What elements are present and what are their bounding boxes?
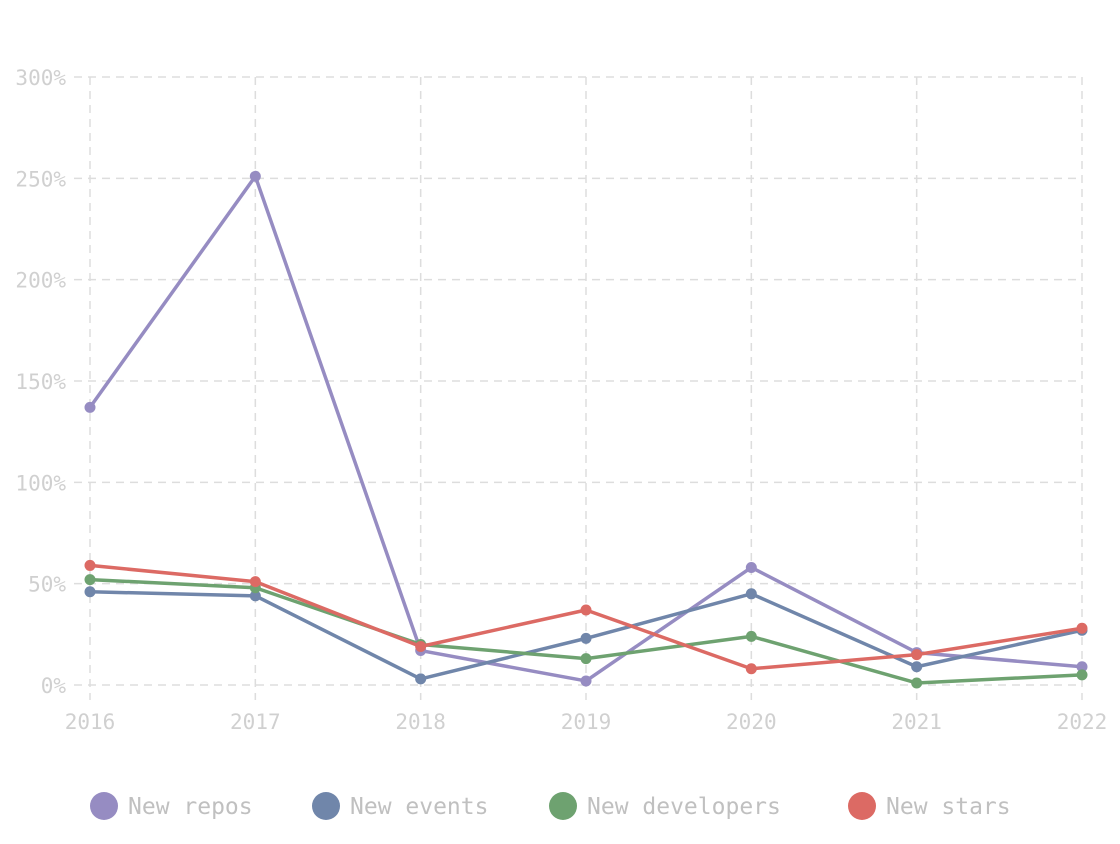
legend-label: New events bbox=[350, 794, 488, 820]
data-point[interactable] bbox=[415, 640, 427, 652]
data-point[interactable] bbox=[415, 673, 427, 685]
data-point[interactable] bbox=[580, 632, 592, 644]
legend-swatch bbox=[312, 792, 340, 820]
data-point[interactable] bbox=[745, 663, 757, 675]
legend-item[interactable]: New repos bbox=[90, 792, 253, 820]
data-point[interactable] bbox=[580, 604, 592, 616]
data-point[interactable] bbox=[1076, 622, 1088, 634]
legend-item[interactable]: New developers bbox=[549, 792, 781, 820]
legend-swatch bbox=[549, 792, 577, 820]
legend-label: New stars bbox=[886, 794, 1011, 820]
data-point[interactable] bbox=[84, 559, 96, 571]
x-tick-label: 2017 bbox=[230, 710, 281, 734]
y-tick-label: 50% bbox=[28, 573, 66, 597]
x-tick-label: 2019 bbox=[561, 710, 612, 734]
data-point[interactable] bbox=[1076, 669, 1088, 681]
x-tick-label: 2018 bbox=[395, 710, 446, 734]
legend-swatch bbox=[90, 792, 118, 820]
x-tick-label: 2016 bbox=[65, 710, 116, 734]
legend: New repos New events New developers New sta… bbox=[90, 792, 1011, 820]
data-point[interactable] bbox=[84, 401, 96, 413]
x-tick-label: 2020 bbox=[726, 710, 777, 734]
legend-swatch bbox=[848, 792, 876, 820]
data-point[interactable] bbox=[249, 590, 261, 602]
series-new-stars bbox=[84, 559, 1088, 675]
series-lines bbox=[84, 170, 1088, 689]
data-point[interactable] bbox=[580, 653, 592, 665]
data-point[interactable] bbox=[745, 588, 757, 600]
y-tick-label: 100% bbox=[15, 471, 66, 495]
y-tick-label: 250% bbox=[15, 167, 66, 191]
data-point[interactable] bbox=[580, 675, 592, 687]
grid bbox=[74, 76, 1083, 700]
data-point[interactable] bbox=[911, 649, 923, 661]
data-point[interactable] bbox=[84, 586, 96, 598]
data-point[interactable] bbox=[84, 574, 96, 586]
y-tick-label: 300% bbox=[15, 66, 66, 90]
x-tick-label: 2021 bbox=[891, 710, 942, 734]
data-point[interactable] bbox=[745, 630, 757, 642]
x-axis: 2016 2017 2018 2019 2020 2021 2022 bbox=[65, 710, 1108, 734]
data-point[interactable] bbox=[745, 561, 757, 573]
legend-item[interactable]: New events bbox=[312, 792, 488, 820]
data-point[interactable] bbox=[249, 576, 261, 588]
y-tick-label: 200% bbox=[15, 269, 66, 293]
y-tick-label: 150% bbox=[15, 370, 66, 394]
x-tick-label: 2022 bbox=[1057, 710, 1108, 734]
data-point[interactable] bbox=[249, 170, 261, 182]
legend-label: New repos bbox=[128, 794, 253, 820]
data-point[interactable] bbox=[911, 661, 923, 673]
legend-label: New developers bbox=[587, 794, 781, 820]
data-point[interactable] bbox=[1076, 661, 1088, 673]
y-axis: 0% 50% 100% 150% 200% 250% 300% bbox=[15, 66, 66, 698]
legend-item[interactable]: New stars bbox=[848, 792, 1011, 820]
data-point[interactable] bbox=[911, 677, 923, 689]
y-tick-label: 0% bbox=[41, 674, 67, 698]
